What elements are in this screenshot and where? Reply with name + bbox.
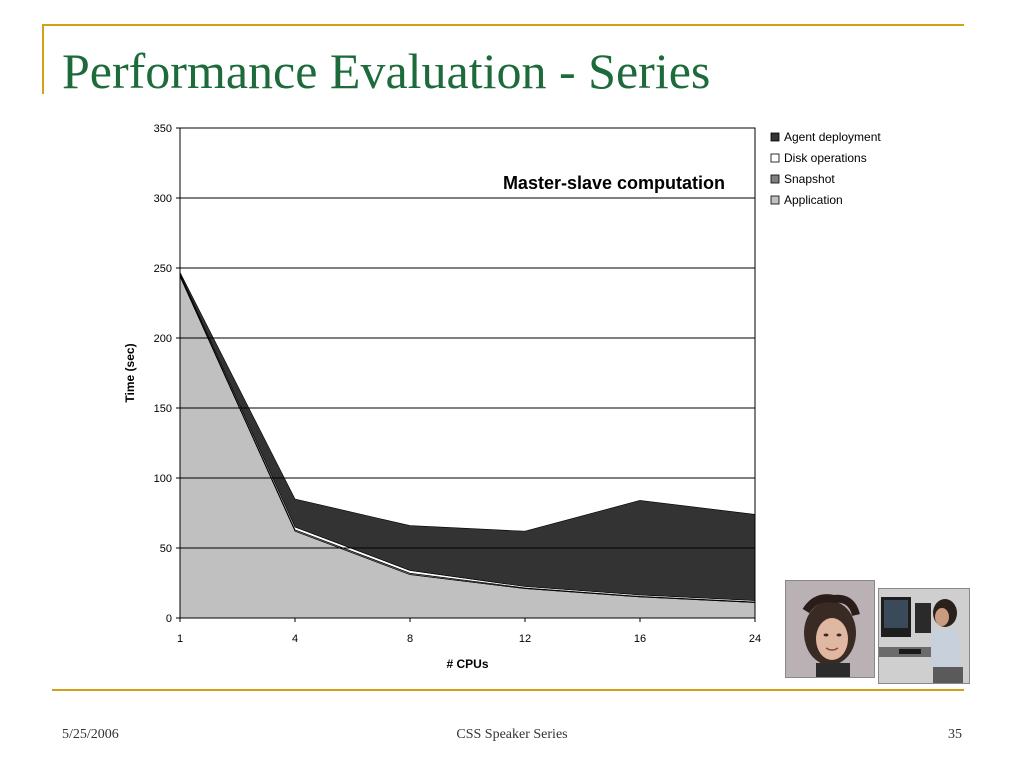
page-number: 35 bbox=[948, 727, 962, 742]
student-at-computer-image bbox=[879, 589, 969, 683]
slide-title: Performance Evaluation - Series bbox=[62, 43, 711, 99]
legend-label: Snapshot bbox=[784, 172, 835, 186]
left-rule bbox=[42, 24, 44, 94]
y-tick-label: 200 bbox=[154, 333, 172, 345]
x-tick-label: 24 bbox=[749, 633, 761, 645]
x-tick-label: 4 bbox=[292, 633, 298, 645]
legend-label: Agent deployment bbox=[784, 130, 881, 144]
y-tick-label: 0 bbox=[166, 613, 172, 625]
footer-title: CSS Speaker Series bbox=[456, 727, 568, 742]
y-tick-label: 150 bbox=[154, 403, 172, 415]
y-tick-label: 100 bbox=[154, 473, 172, 485]
x-tick-label: 8 bbox=[407, 633, 413, 645]
y-tick-label: 300 bbox=[154, 193, 172, 205]
woman-portrait-photo bbox=[785, 580, 875, 678]
legend-label: Disk operations bbox=[784, 151, 867, 165]
legend-swatch bbox=[770, 132, 780, 142]
footer-date: 5/25/2006 bbox=[62, 727, 119, 742]
y-axis-label: Time (sec) bbox=[123, 343, 137, 402]
y-tick-label: 250 bbox=[154, 263, 172, 275]
woman-portrait-image bbox=[786, 581, 874, 677]
x-tick-label: 16 bbox=[634, 633, 646, 645]
bottom-rule bbox=[52, 689, 964, 691]
x-tick-label: 1 bbox=[177, 633, 183, 645]
legend-swatch bbox=[770, 195, 780, 205]
student-at-computer-photo bbox=[878, 588, 970, 684]
legend-swatch bbox=[770, 174, 780, 184]
x-tick-label: 12 bbox=[519, 633, 531, 645]
top-rule bbox=[42, 24, 964, 26]
y-tick-label: 50 bbox=[160, 543, 172, 555]
x-axis-label: # CPUs bbox=[446, 657, 488, 671]
chart-title: Master-slave computation bbox=[503, 173, 725, 193]
plot-border bbox=[179, 127, 756, 619]
legend-swatch bbox=[770, 153, 780, 163]
legend-label: Application bbox=[784, 193, 843, 207]
y-tick-label: 350 bbox=[154, 123, 172, 135]
